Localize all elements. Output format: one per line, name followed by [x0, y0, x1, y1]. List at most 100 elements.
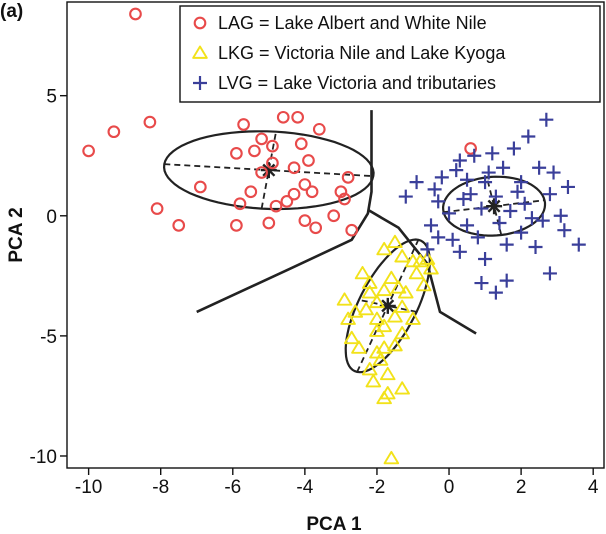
- lvg-point: [474, 201, 489, 216]
- lag-point: [193, 180, 207, 194]
- lvg-point: [524, 211, 539, 226]
- lag-point: [266, 139, 279, 153]
- lag-point: [287, 161, 301, 175]
- lag-point: [327, 209, 341, 223]
- lag-centroid-marker: [260, 162, 277, 179]
- lkg-point: [369, 294, 385, 309]
- lag-point: [302, 154, 315, 167]
- x-tick-label: 2: [516, 477, 527, 498]
- lag-point: [464, 142, 478, 155]
- panel-label: (a): [0, 1, 23, 22]
- lag-point: [82, 144, 95, 158]
- lvg-point: [424, 218, 439, 233]
- lkg-point: [340, 311, 356, 325]
- lvg-point: [449, 163, 464, 178]
- lkg-point: [361, 362, 378, 376]
- lvg-point: [532, 160, 547, 175]
- lkg-point: [376, 318, 392, 333]
- lkg-point: [387, 309, 403, 323]
- lkg-point: [336, 292, 353, 306]
- lag-point: [244, 185, 258, 199]
- lvg-point: [460, 172, 475, 187]
- lkg-point: [390, 280, 407, 294]
- lkg-point: [379, 366, 396, 381]
- lvg-point: [470, 230, 485, 245]
- lkg-centroid-marker: [379, 297, 396, 314]
- lvg-point: [503, 203, 518, 218]
- lvg-point: [506, 141, 521, 156]
- lvg-point: [478, 175, 493, 190]
- lvg-point: [528, 240, 543, 255]
- lvg-point: [535, 213, 550, 228]
- lag-point: [312, 122, 326, 136]
- lkg-point: [416, 277, 432, 292]
- lag-point: [341, 171, 355, 184]
- lag-point: [298, 214, 312, 227]
- lvg-point: [434, 170, 449, 185]
- lvg-point: [546, 165, 561, 180]
- lkg-point: [347, 304, 364, 318]
- lvg-point: [499, 237, 514, 252]
- lkg-point: [372, 352, 389, 366]
- lag-point: [143, 115, 157, 129]
- lvg-point: [560, 179, 575, 194]
- lag-point: [338, 192, 351, 206]
- lvg-point: [445, 232, 460, 247]
- boundary-line-1: [196, 110, 373, 314]
- lkg-point: [405, 311, 421, 325]
- y-axis: -10 -5 0 5: [30, 87, 67, 468]
- legend-entry-lag: LAG = Lake Albert and White Nile: [218, 13, 487, 33]
- legend: LAG = Lake Albert and White Nile LKG = Vi…: [179, 5, 601, 103]
- lag-point: [280, 195, 294, 208]
- lvg-point: [431, 194, 446, 209]
- lvg-point: [496, 160, 511, 175]
- legend-entry-lkg: LKG = Victoria Nile and Lake Kyoga: [218, 43, 506, 63]
- lkg-point: [358, 302, 374, 316]
- x-tick-label: -4: [296, 477, 313, 498]
- lkg-point: [419, 251, 436, 265]
- x-axis: -10 -8 -6 -4 -2 0 2 4: [75, 468, 599, 498]
- y-tick-label: -10: [30, 447, 57, 468]
- lkg-point: [351, 340, 367, 354]
- lvg-ellipse: [441, 175, 547, 237]
- lkg-point: [383, 270, 400, 285]
- lvg-point: [452, 153, 467, 168]
- lag-point: [266, 156, 279, 170]
- lkg-point: [383, 450, 400, 465]
- lvg-legend-marker: [193, 76, 207, 90]
- lvg-point: [463, 187, 478, 202]
- lkg-point: [376, 390, 392, 405]
- x-tick-label: -8: [152, 477, 169, 498]
- lag-point: [237, 118, 250, 131]
- x-tick-label: 4: [588, 477, 599, 498]
- lvg-point: [492, 215, 507, 230]
- lag-point: [172, 219, 186, 232]
- lvg-point: [452, 244, 467, 259]
- y-axis-title: PCA 2: [6, 207, 27, 262]
- lag-ellipse: [162, 130, 375, 211]
- lvg-point: [442, 206, 457, 221]
- lkg-point: [423, 261, 439, 275]
- y-tick-label: -5: [40, 327, 57, 348]
- lag-point: [150, 202, 164, 215]
- lag-point: [291, 110, 305, 124]
- lag-point: [287, 187, 301, 201]
- x-tick-label: 0: [444, 477, 455, 498]
- lvg-point: [488, 189, 503, 204]
- x-tick-label: -6: [224, 477, 241, 498]
- legend-entry-lvg: LVG = Lake Victoria and tributaries: [218, 73, 496, 93]
- lvg-point: [521, 129, 536, 144]
- lkg-point: [361, 285, 378, 299]
- lkg-point: [376, 282, 392, 297]
- lvg-point: [557, 223, 572, 238]
- lvg-point: [553, 208, 568, 223]
- lvg-point: [499, 273, 514, 288]
- lvg-centroid-marker: [486, 198, 503, 215]
- lag-point: [255, 132, 268, 146]
- legend-box: [179, 5, 601, 103]
- lvg-point: [456, 191, 471, 206]
- lag-point: [345, 223, 359, 237]
- data-markers: [82, 7, 586, 465]
- lvg-point: [431, 230, 446, 245]
